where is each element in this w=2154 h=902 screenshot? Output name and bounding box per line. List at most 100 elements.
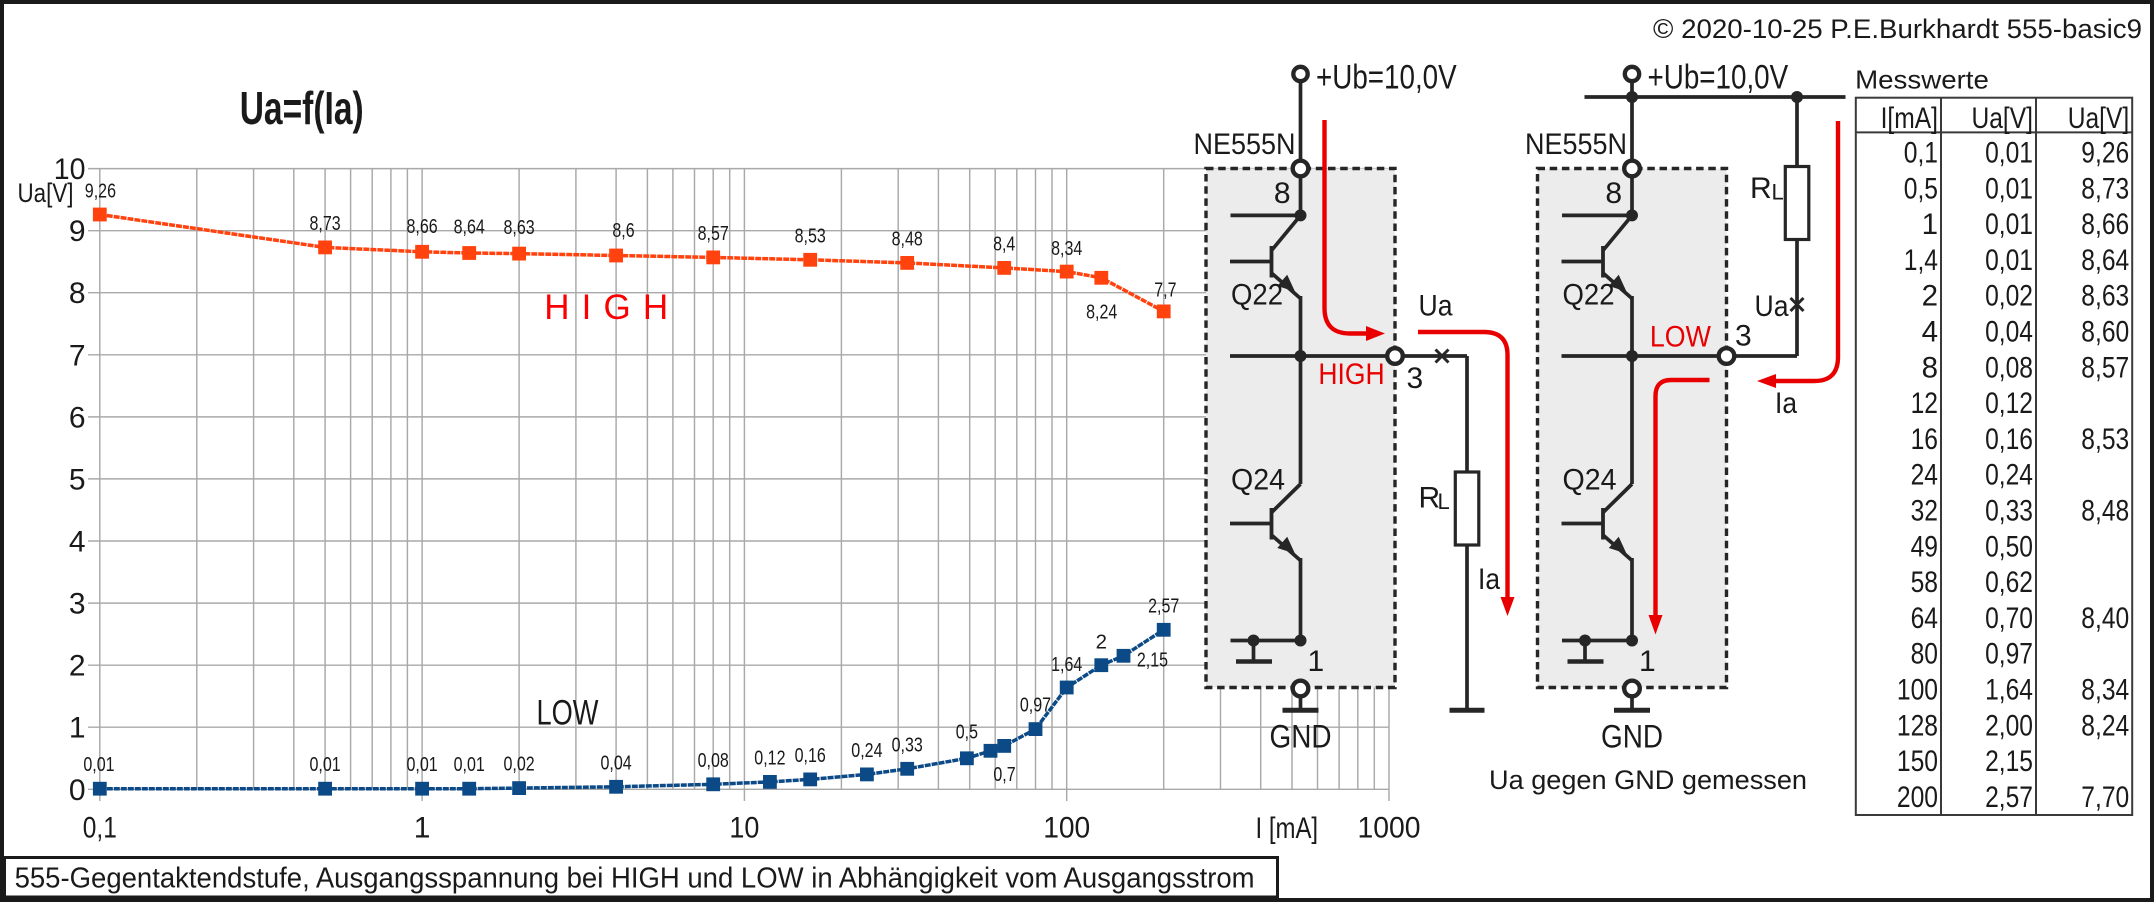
svg-text:7: 7: [69, 339, 86, 372]
svg-text:24: 24: [1911, 459, 1938, 492]
svg-text:7,7: 7,7: [1154, 278, 1176, 301]
svg-text:Ia: Ia: [1478, 563, 1500, 596]
svg-text:8: 8: [69, 277, 86, 310]
svg-text:128: 128: [1897, 709, 1938, 742]
svg-text:8: 8: [1605, 177, 1622, 210]
svg-text:2: 2: [1096, 631, 1107, 654]
svg-text:100: 100: [1897, 674, 1938, 707]
svg-text:4: 4: [69, 526, 86, 559]
svg-text:9,26: 9,26: [2081, 137, 2129, 170]
svg-text:0,01: 0,01: [407, 753, 438, 776]
svg-text:100: 100: [1043, 812, 1090, 845]
svg-text:1,64: 1,64: [1051, 653, 1082, 676]
svg-text:LOW: LOW: [1650, 321, 1712, 354]
svg-text:0,01: 0,01: [1985, 208, 2033, 241]
svg-text:0,01: 0,01: [1985, 137, 2033, 170]
svg-text:Ia: Ia: [1775, 387, 1797, 420]
svg-text:8,57: 8,57: [698, 222, 729, 245]
svg-text:8,34: 8,34: [1051, 237, 1082, 260]
svg-text:HIGH: HIGH: [544, 288, 668, 327]
svg-text:2,57: 2,57: [1148, 594, 1179, 617]
svg-text:Q22: Q22: [1563, 279, 1615, 312]
svg-text:8,40: 8,40: [2081, 602, 2129, 635]
svg-text:1: 1: [1639, 645, 1656, 678]
svg-text:3: 3: [1407, 362, 1424, 395]
svg-text:0,24: 0,24: [1985, 459, 2033, 492]
svg-text:Ua=f(Ia): Ua=f(Ia): [240, 82, 364, 134]
svg-text:L: L: [1438, 489, 1450, 514]
svg-text:8,66: 8,66: [407, 215, 438, 238]
svg-text:5: 5: [69, 463, 86, 496]
svg-text:0,01: 0,01: [1985, 172, 2033, 205]
svg-text:L: L: [1772, 180, 1784, 205]
svg-text:1: 1: [69, 712, 86, 745]
svg-text:+Ub=10,0V: +Ub=10,0V: [1648, 59, 1789, 97]
svg-text:9: 9: [69, 215, 86, 248]
svg-text:HIGH: HIGH: [1318, 358, 1384, 391]
svg-text:8,4: 8,4: [993, 232, 1015, 255]
svg-text:0,24: 0,24: [851, 739, 882, 762]
svg-text:1000: 1000: [1358, 812, 1421, 845]
svg-text:80: 80: [1911, 638, 1938, 671]
svg-text:2,00: 2,00: [1985, 709, 2033, 742]
svg-text:3: 3: [1735, 320, 1752, 353]
svg-text:32: 32: [1911, 495, 1938, 528]
svg-text:0,70: 0,70: [1985, 602, 2033, 635]
svg-text:8,63: 8,63: [504, 216, 535, 239]
svg-text:Ua: Ua: [1419, 290, 1453, 323]
svg-text:150: 150: [1897, 745, 1938, 778]
svg-text:8,34: 8,34: [2081, 674, 2129, 707]
svg-text:64: 64: [1911, 602, 1938, 635]
svg-text:I [mA]: I [mA]: [1256, 812, 1319, 845]
svg-text:2: 2: [69, 650, 86, 683]
svg-text:0,62: 0,62: [1985, 566, 2033, 599]
svg-text:0,1: 0,1: [83, 812, 117, 845]
svg-text:8,57: 8,57: [2081, 351, 2129, 384]
svg-text:Ua: Ua: [1755, 290, 1789, 323]
svg-text:0,04: 0,04: [601, 751, 632, 774]
svg-text:49: 49: [1911, 530, 1938, 563]
svg-text:R: R: [1419, 482, 1441, 515]
svg-text:0,12: 0,12: [1985, 387, 2033, 420]
svg-text:8,6: 8,6: [612, 219, 634, 242]
svg-text:8,48: 8,48: [2081, 495, 2129, 528]
svg-text:3: 3: [69, 588, 86, 621]
svg-text:NE555N: NE555N: [1525, 128, 1627, 161]
svg-text:8,63: 8,63: [2081, 280, 2129, 313]
svg-text:7,70: 7,70: [2081, 781, 2129, 814]
svg-text:0,5: 0,5: [1904, 172, 1938, 205]
svg-text:0,7: 0,7: [993, 763, 1015, 786]
svg-text:0,04: 0,04: [1985, 316, 2033, 349]
svg-text:NE555N: NE555N: [1194, 128, 1296, 161]
svg-text:0,01: 0,01: [83, 753, 114, 776]
svg-text:9,26: 9,26: [85, 179, 116, 202]
svg-text:Ua gegen GND gemessen: Ua gegen GND gemessen: [1489, 765, 1807, 795]
svg-text:0,08: 0,08: [698, 749, 729, 772]
svg-text:8,66: 8,66: [2081, 208, 2129, 241]
svg-text:8: 8: [1922, 351, 1938, 384]
svg-text:Messwerte: Messwerte: [1855, 64, 1989, 94]
svg-text:0,33: 0,33: [892, 733, 923, 756]
svg-text:R: R: [1750, 172, 1772, 205]
svg-text:8,24: 8,24: [1086, 300, 1117, 323]
svg-text:2,15: 2,15: [1985, 745, 2033, 778]
svg-text:I[mA]: I[mA]: [1881, 102, 1938, 135]
svg-text:8,64: 8,64: [454, 216, 485, 239]
svg-text:8,53: 8,53: [795, 224, 826, 247]
svg-text:Q22: Q22: [1231, 279, 1283, 312]
svg-text:10: 10: [54, 153, 86, 186]
svg-text:0,16: 0,16: [1985, 423, 2033, 456]
svg-text:8: 8: [1274, 177, 1291, 210]
svg-text:12: 12: [1911, 387, 1938, 420]
svg-text:1,4: 1,4: [1904, 244, 1938, 277]
svg-text:58: 58: [1911, 566, 1938, 599]
svg-text:0,1: 0,1: [1904, 137, 1938, 170]
svg-text:2: 2: [1922, 280, 1938, 313]
svg-text:0,01: 0,01: [1985, 244, 2033, 277]
svg-text:6: 6: [69, 401, 86, 434]
svg-text:0,16: 0,16: [795, 744, 826, 767]
svg-text:0,33: 0,33: [1985, 495, 2033, 528]
svg-text:0,08: 0,08: [1985, 351, 2033, 384]
svg-text:0,01: 0,01: [454, 753, 485, 776]
svg-text:1: 1: [1308, 645, 1325, 678]
